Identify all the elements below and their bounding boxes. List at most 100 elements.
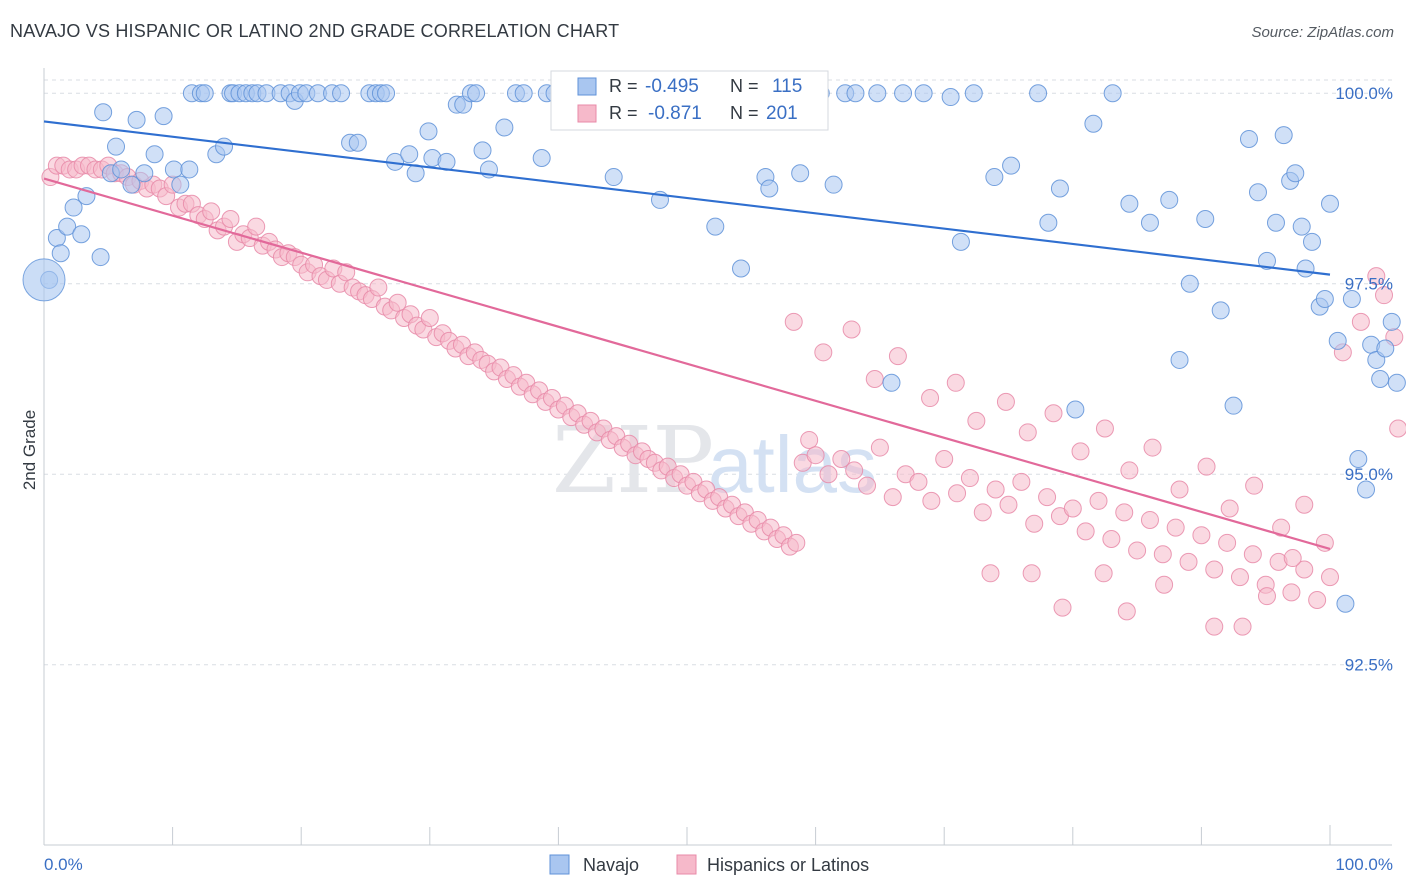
navajo-point bbox=[1039, 213, 1058, 232]
hispanic-point bbox=[973, 503, 992, 522]
hispanic-point bbox=[1155, 575, 1174, 594]
hispanic-point bbox=[981, 564, 1000, 583]
navajo-point bbox=[1296, 259, 1315, 278]
trend-lines bbox=[43, 120, 1331, 550]
navajo-point bbox=[467, 84, 486, 103]
hispanic-point bbox=[1022, 564, 1041, 583]
x-tick-label-1: 100.0% bbox=[1335, 855, 1393, 874]
navajo-point bbox=[882, 373, 901, 392]
hispanic-point bbox=[1120, 461, 1139, 480]
hispanic-point bbox=[1220, 499, 1239, 518]
hispanic-point bbox=[1389, 419, 1406, 438]
hispanic-point bbox=[1218, 533, 1237, 552]
hispanic-point bbox=[858, 476, 877, 495]
hispanic-points bbox=[41, 156, 1406, 636]
navajo-points bbox=[22, 84, 1406, 613]
hispanic-point bbox=[1063, 499, 1082, 518]
hispanic-point bbox=[1115, 503, 1134, 522]
hispanic-point bbox=[1153, 545, 1172, 564]
hispanic-point bbox=[842, 320, 861, 339]
hispanic-point bbox=[996, 392, 1015, 411]
navajo-point bbox=[419, 122, 438, 141]
hispanic-point bbox=[999, 495, 1018, 514]
legend-navajo-swatch bbox=[549, 854, 570, 875]
stats-legend: R = -0.495 N = 115 R = -0.871 N = 201 bbox=[550, 70, 829, 131]
hispanic-point bbox=[922, 491, 941, 510]
navajo-point bbox=[1211, 301, 1230, 320]
navajo-point bbox=[1315, 289, 1334, 308]
navajo-point bbox=[1274, 126, 1293, 145]
navajo-r-value: -0.495 bbox=[645, 76, 699, 97]
hispanic-point bbox=[1315, 533, 1334, 552]
navajo-point bbox=[941, 88, 960, 107]
hispanic-point bbox=[1089, 491, 1108, 510]
navajo-point bbox=[514, 84, 533, 103]
hispanic-point bbox=[1044, 404, 1063, 423]
navajo-point bbox=[1302, 232, 1321, 251]
navajo-point bbox=[1029, 84, 1048, 103]
navajo-point bbox=[1239, 129, 1258, 148]
bottom-legend: Navajo Hispanics or Latinos bbox=[549, 854, 869, 875]
hispanic-point bbox=[814, 343, 833, 362]
hispanic-point bbox=[960, 469, 979, 488]
hispanic-point bbox=[1245, 476, 1264, 495]
hispanic-point bbox=[1166, 518, 1185, 537]
hispanic-r-label: R = bbox=[609, 103, 638, 123]
legend-navajo-label: Navajo bbox=[583, 855, 639, 875]
navajo-point bbox=[377, 84, 396, 103]
y-tick-label-2: 95.0% bbox=[1345, 465, 1393, 484]
navajo-point bbox=[1382, 312, 1401, 331]
navajo-point bbox=[180, 160, 199, 179]
navajo-n-label: N = bbox=[730, 76, 759, 96]
navajo-point bbox=[1342, 289, 1361, 308]
navajo-point bbox=[1349, 450, 1368, 468]
navajo-point bbox=[348, 133, 367, 152]
navajo-point bbox=[473, 141, 492, 160]
navajo-point bbox=[127, 110, 146, 129]
hispanic-point bbox=[1076, 522, 1095, 541]
hispanic-point bbox=[1375, 286, 1394, 305]
hispanic-point bbox=[1230, 568, 1249, 587]
navajo-point bbox=[1103, 84, 1122, 103]
navajo-point bbox=[1328, 331, 1347, 350]
hispanic-point bbox=[870, 438, 889, 457]
navajo-point bbox=[1387, 373, 1406, 392]
hispanic-n-value: 201 bbox=[766, 103, 798, 124]
stats-legend-frame bbox=[550, 70, 829, 131]
navajo-point bbox=[846, 84, 865, 103]
hispanic-r-value: -0.871 bbox=[648, 103, 702, 124]
navajo-point bbox=[332, 84, 351, 103]
hispanic-point bbox=[832, 450, 851, 468]
y-axis-label: 2nd Grade bbox=[20, 410, 39, 490]
hispanic-point bbox=[1283, 549, 1302, 568]
hispanic-point bbox=[883, 488, 902, 507]
hispanic-point bbox=[221, 209, 240, 228]
navajo-point bbox=[135, 164, 154, 183]
navajo-point bbox=[1140, 213, 1159, 232]
hispanic-point bbox=[1367, 267, 1386, 286]
navajo-point bbox=[706, 217, 725, 236]
navajo-point bbox=[112, 160, 131, 179]
hispanic-point bbox=[921, 389, 940, 408]
hispanic-point bbox=[1243, 545, 1262, 564]
navajo-point bbox=[495, 118, 514, 137]
navajo-point bbox=[51, 244, 70, 263]
hispanic-point bbox=[1295, 560, 1314, 579]
hispanic-point bbox=[1071, 442, 1090, 461]
hispanic-point bbox=[1094, 564, 1113, 583]
navajo-point bbox=[400, 145, 419, 164]
hispanic-point bbox=[369, 278, 388, 297]
navajo-point bbox=[791, 164, 810, 183]
hispanic-point bbox=[819, 465, 838, 484]
navajo-point bbox=[532, 149, 551, 168]
y-tick-labels: 100.0% 97.5% 95.0% 92.5% bbox=[1335, 84, 1393, 675]
navajo-point bbox=[1180, 274, 1199, 293]
hispanic-point bbox=[1095, 419, 1114, 438]
navajo-point bbox=[72, 225, 91, 244]
y-tick-label-3: 92.5% bbox=[1345, 656, 1393, 675]
navajo-point bbox=[164, 160, 183, 179]
hispanic-point bbox=[337, 263, 356, 282]
axes bbox=[43, 68, 1392, 846]
hispanic-point bbox=[1282, 583, 1301, 602]
navajo-point bbox=[122, 175, 141, 194]
